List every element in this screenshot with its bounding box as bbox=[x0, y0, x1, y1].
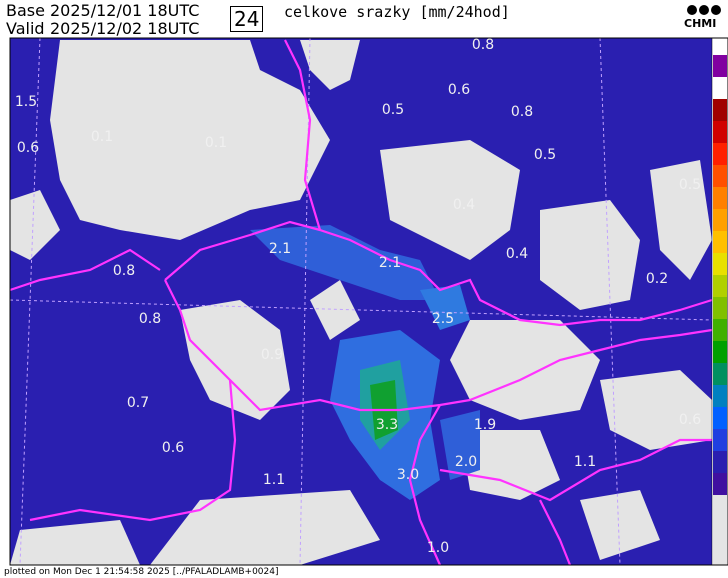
base-label: Base bbox=[6, 1, 45, 20]
heavier-precip bbox=[250, 225, 480, 500]
header: Base 2025/12/01 18UTC Valid 2025/12/02 1… bbox=[0, 0, 728, 38]
map-label: 1.9 bbox=[474, 417, 496, 433]
map-label: 2.1 bbox=[269, 241, 291, 257]
logo: CHMI bbox=[684, 17, 717, 30]
map-label: 1.1 bbox=[263, 472, 285, 488]
map-label: 0.2 bbox=[646, 271, 668, 287]
logo-icon bbox=[687, 5, 721, 15]
footer: plotted on Mon Dec 1 21:54:58 2025 [../P… bbox=[4, 567, 279, 577]
map-label: 2.1 bbox=[379, 255, 401, 271]
map-label: 3.0 bbox=[397, 467, 419, 483]
map-label: 0.8 bbox=[139, 311, 161, 327]
map-label: 0.4 bbox=[506, 246, 528, 262]
map-label: 0.6 bbox=[17, 140, 39, 156]
value-labels: 0.8 0.6 0.5 0.8 1.5 0.1 0.1 0.6 0.5 0.4 2.1 2.1 0.4 0… bbox=[15, 37, 701, 556]
map-label: 0.5 bbox=[679, 177, 701, 193]
map-label: 2.0 bbox=[455, 454, 477, 470]
legend bbox=[711, 37, 728, 566]
map-label: 0.8 bbox=[511, 104, 533, 120]
dry-areas bbox=[10, 40, 712, 565]
map-label: 0.5 bbox=[534, 147, 556, 163]
valid-label: Valid bbox=[6, 19, 45, 38]
valid-time: 2025/12/02 18UTC bbox=[50, 19, 200, 38]
map-label: 1.5 bbox=[15, 94, 37, 110]
title: celkove srazky [mm/24hod] bbox=[284, 3, 510, 21]
map-label: 0.1 bbox=[205, 135, 227, 151]
map-label: 0.6 bbox=[679, 412, 701, 428]
map-label: 1.0 bbox=[427, 540, 449, 556]
borders bbox=[9, 39, 713, 566]
map-label: 3.3 bbox=[376, 417, 398, 433]
map-label: 0.1 bbox=[91, 129, 113, 145]
map-label: 0.7 bbox=[127, 395, 149, 411]
map-label: 0.4 bbox=[453, 197, 475, 213]
map-label: 0.8 bbox=[472, 37, 494, 53]
map-label: 2.5 bbox=[432, 311, 454, 327]
base-time: 2025/12/01 18UTC bbox=[50, 1, 200, 20]
graticule bbox=[9, 37, 713, 566]
map-label: 0.8 bbox=[113, 263, 135, 279]
map-label: 0.5 bbox=[382, 102, 404, 118]
map-label: 0.6 bbox=[162, 440, 184, 456]
map-label: 0.6 bbox=[448, 82, 470, 98]
frame bbox=[9, 37, 728, 566]
hours-box: 24 bbox=[230, 6, 264, 32]
map-label: 0.9 bbox=[261, 347, 283, 363]
map-label: 1.1 bbox=[574, 454, 596, 470]
